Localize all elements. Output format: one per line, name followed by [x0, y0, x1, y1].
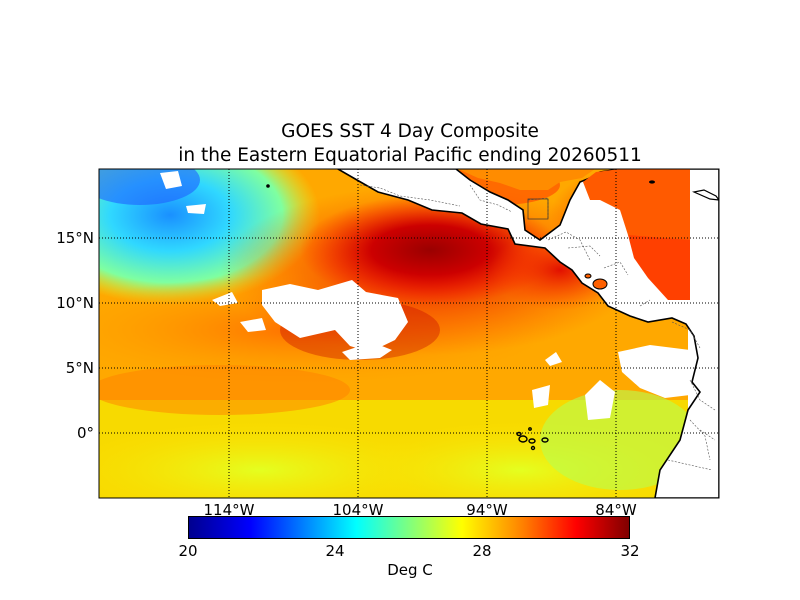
map-title-line2: in the Eastern Equatorial Pacific ending…: [178, 145, 642, 166]
colorbar-tick-20: 20: [178, 542, 198, 560]
lon-label-94w: 94°W: [466, 501, 508, 519]
colorbar: [188, 516, 630, 539]
lat-label-5n: 5°N: [65, 359, 94, 377]
colorbar-tick-24: 24: [325, 542, 345, 560]
map-frame: [98, 168, 720, 499]
lat-label-0: 0°: [76, 424, 94, 442]
galapagos-islands: [516, 427, 549, 451]
colorbar-tick-28: 28: [472, 542, 492, 560]
graticule: [99, 169, 719, 498]
land-mass: [266, 169, 719, 498]
map-title-line1: GOES SST 4 Day Composite: [281, 121, 539, 142]
lat-label-15n: 15°N: [56, 229, 94, 247]
lon-label-84w: 84°W: [595, 501, 637, 519]
lon-label-104w: 104°W: [332, 501, 384, 519]
colorbar-tick-32: 32: [620, 542, 640, 560]
lon-label-114w: 114°W: [203, 501, 255, 519]
lat-label-10n: 10°N: [56, 294, 94, 312]
colorbar-unit-label: Deg C: [387, 561, 433, 579]
